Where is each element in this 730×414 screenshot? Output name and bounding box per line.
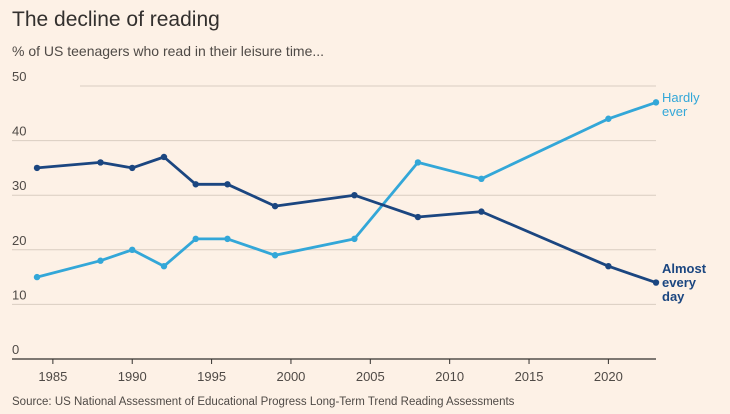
series-line-0 [35,101,658,279]
data-point [478,175,485,183]
data-point [478,208,485,215]
data-point [97,257,104,264]
grid-lines [12,85,656,360]
data-point [414,159,422,166]
x-tick-label: 2020 [594,369,623,384]
data-point [271,252,279,259]
series-line-1 [35,155,658,285]
chart-title: The decline of reading [12,8,220,31]
data-point [414,213,422,221]
data-point [97,159,104,166]
series-label-1: Almost every day [662,261,707,304]
series-label-0: Hardly ever [662,90,700,119]
data-point [224,181,231,188]
data-point [33,164,41,172]
y-tick-label: 10 [12,287,26,302]
chart-source: Source: US National Assessment of Educat… [12,396,515,408]
data-point [652,99,660,106]
x-tick-label: 1995 [197,369,226,384]
chart-subtitle: % of US teenagers who read in their leis… [12,43,325,59]
y-axis-ticks: 0 10 20 30 40 50 [12,69,26,357]
x-tick-label: 1985 [38,369,67,384]
data-point [351,192,358,199]
data-point [160,153,168,161]
y-tick-label: 20 [12,233,26,248]
y-tick-label: 30 [12,178,26,193]
data-point [605,115,612,122]
x-tick-label: 2015 [515,369,544,384]
data-point [652,279,660,286]
data-point [129,164,136,172]
x-tick-label: 2000 [276,369,305,384]
x-axis-ticks: 1985 1990 1995 2000 2005 2010 2015 2020 [38,359,623,384]
data-point [33,273,41,281]
series-labels: Hardly ever Almost every day [662,90,707,304]
data-point [271,202,279,210]
y-tick-label: 40 [12,124,26,139]
data-point [192,181,199,188]
series-lines [33,99,660,286]
data-point [192,235,199,243]
data-point [351,235,358,243]
data-point [605,262,612,270]
data-point [224,235,231,243]
y-tick-label: 50 [12,69,26,84]
data-point [160,262,168,270]
x-tick-label: 1990 [118,369,147,384]
x-tick-label: 2005 [356,369,385,384]
data-point [129,246,136,253]
y-tick-label: 0 [12,342,19,357]
x-tick-label: 2010 [435,369,464,384]
